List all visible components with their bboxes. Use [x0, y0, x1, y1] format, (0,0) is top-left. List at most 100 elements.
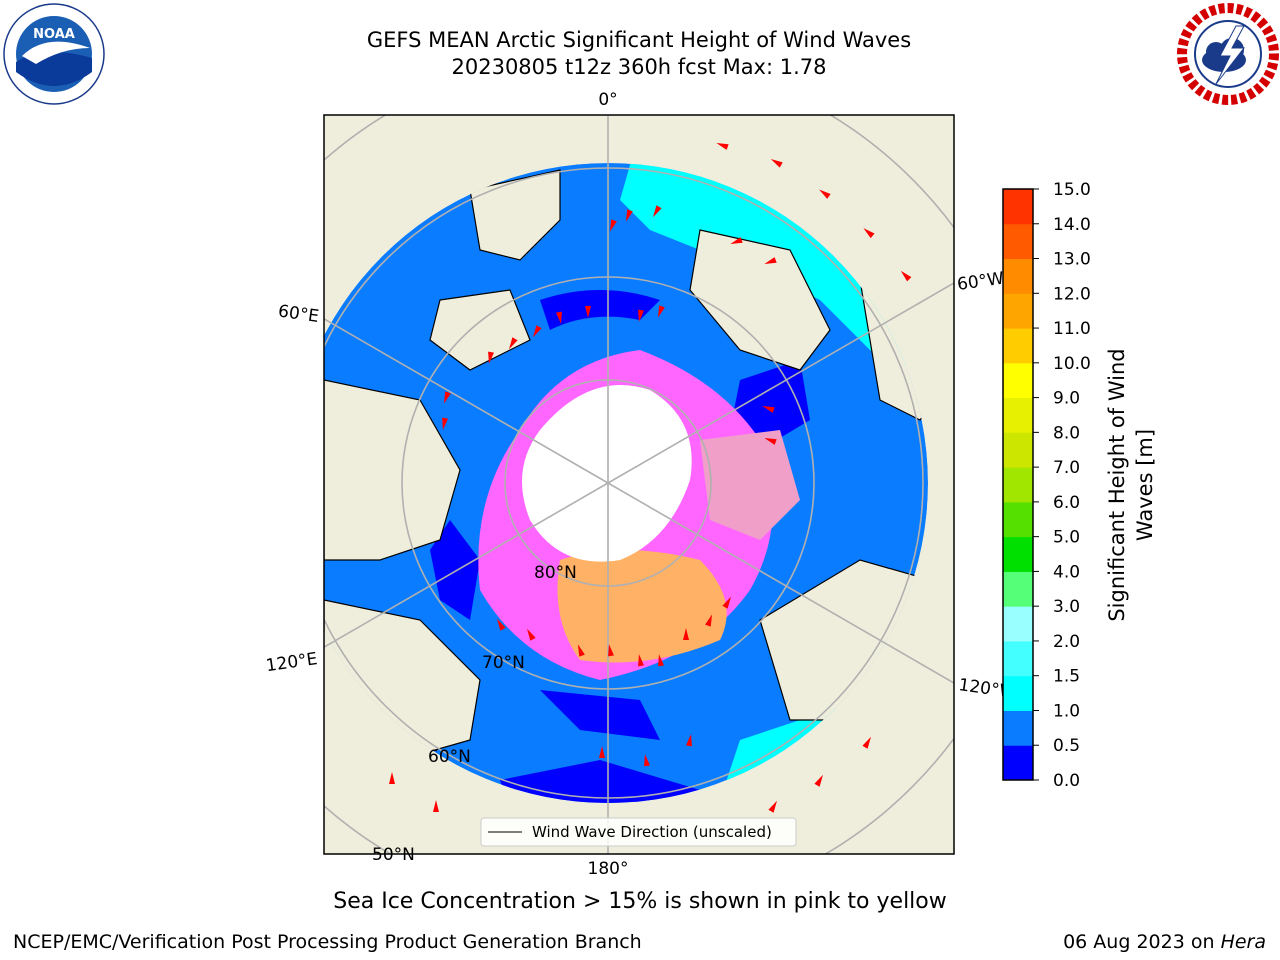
colorbar-tick-label: 15.0 [1053, 180, 1091, 200]
wave-direction-arrow [527, 628, 536, 641]
lat-label-80n: 80°N [534, 563, 577, 583]
colorbar-tick-label: 1.0 [1053, 701, 1080, 721]
caption: Sea Ice Concentration > 15% is shown in … [333, 889, 947, 914]
colorbar-segment [1003, 293, 1033, 329]
wave-direction-arrow [533, 325, 542, 338]
wave-direction-arrow [488, 351, 494, 364]
wave-direction-arrow [863, 228, 875, 239]
lon-label-0: 0° [598, 90, 617, 110]
colorbar-label-line2: Waves [m] [1133, 429, 1157, 541]
graticule [324, 115, 954, 854]
wave-direction-arrow [762, 405, 775, 413]
colorbar-segment [1003, 675, 1033, 711]
colorbar-tick-label: 11.0 [1053, 319, 1091, 339]
wave-direction-arrow [764, 437, 777, 445]
wave-direction-arrow [497, 618, 506, 631]
colorbar: 0.0 0.5 1.0 1.5 2.0 3.0 4.0 5.0 6.0 7.0 8.0 9.0 10.0… [1002, 180, 1091, 791]
colorbar-frame [1002, 188, 1034, 781]
lat-label-70n: 70°N [482, 653, 525, 673]
wave-direction-arrow [609, 219, 617, 232]
map-frame [323, 114, 955, 855]
lon-label-60e: 60°E [277, 301, 320, 326]
colorbar-segment [1003, 189, 1033, 225]
colorbar-tick-label: 14.0 [1053, 215, 1091, 235]
colorbar-tick-label: 5.0 [1053, 528, 1080, 548]
colorbar-segment [1003, 223, 1033, 260]
footer-date: 06 Aug 2023 on [1063, 931, 1221, 953]
wave-direction-arrow [722, 596, 731, 609]
colorbar-tick-label: 9.0 [1053, 389, 1080, 409]
footer-machine: Hera [1220, 931, 1266, 953]
colorbar-tick-label: 13.0 [1053, 250, 1091, 270]
wave-direction-arrow [599, 746, 605, 758]
colorbar-segment [1003, 745, 1033, 781]
lon-label-180: 180° [588, 859, 629, 879]
wave-direction-arrow [644, 754, 650, 767]
colorbar-tick-label: 1.5 [1053, 667, 1080, 687]
colorbar-tick-label: 4.0 [1053, 562, 1080, 582]
wave-direction-arrow [768, 800, 777, 813]
wave-direction-arrow [730, 237, 743, 245]
colorbar-segment [1003, 606, 1033, 642]
colorbar-tick-label: 3.0 [1053, 597, 1080, 617]
wind-wave-arrows [389, 142, 912, 813]
colorbar-segment [1003, 640, 1033, 677]
legend-text: Wind Wave Direction (unscaled) [532, 823, 772, 841]
wave-direction-arrow [625, 209, 633, 222]
colorbar-segment [1003, 501, 1033, 538]
wave-direction-arrow [433, 800, 439, 812]
wave-direction-arrow [389, 772, 395, 784]
wave-direction-arrow [657, 305, 665, 318]
colorbar-tick-label: 8.0 [1053, 423, 1080, 443]
colorbar-segment [1003, 397, 1033, 433]
colorbar-label-line1: Significant Height of Wind [1105, 348, 1129, 621]
wave-direction-arrow [705, 614, 713, 627]
footer-left: NCEP/EMC/Verification Post Processing Pr… [13, 931, 642, 953]
footer-right: 06 Aug 2023 on Hera [1063, 931, 1266, 953]
wave-direction-arrow [686, 734, 692, 747]
svg-text:NOAA: NOAA [33, 27, 75, 42]
wave-direction-arrow [764, 257, 777, 265]
wave-direction-arrow [638, 309, 644, 322]
wave-direction-arrow [443, 391, 451, 404]
wave-direction-arrow [638, 654, 644, 667]
map-legend: Wind Wave Direction (unscaled) [480, 817, 797, 847]
colorbar-segment [1003, 362, 1033, 399]
colorbar-segment [1003, 710, 1033, 746]
nws-logo [1177, 3, 1279, 105]
colorbar-segment [1003, 467, 1033, 503]
wave-direction-arrow [653, 205, 662, 218]
wave-direction-arrow [683, 628, 689, 640]
colorbar-tick-label: 12.0 [1053, 284, 1091, 304]
noaa-logo: NOAA [3, 3, 105, 105]
colorbar-tick-label: 2.0 [1053, 632, 1080, 652]
chart-subtitle: 20230805 t12z 360h fcst Max: 1.78 [451, 55, 827, 79]
wave-direction-arrow [556, 311, 562, 324]
lat-label-60n: 60°N [428, 747, 471, 767]
wave-direction-arrow [608, 644, 614, 657]
wave-direction-arrow [819, 189, 831, 199]
wave-direction-arrow [900, 270, 912, 282]
wave-direction-arrow [862, 736, 871, 749]
colorbar-segment [1003, 536, 1033, 572]
colorbar-segment [1003, 571, 1033, 607]
wave-direction-arrow [814, 774, 823, 787]
colorbar-tick-label: 6.0 [1053, 493, 1080, 513]
lon-label-120e: 120°E [265, 649, 319, 676]
lon-label-60w: 60°W [956, 269, 1005, 295]
colorbar-segment [1003, 258, 1033, 294]
wave-direction-arrow [577, 644, 585, 657]
lat-label-50n: 50°N [372, 845, 415, 865]
wave-direction-arrow [509, 337, 518, 350]
colorbar-segment [1003, 432, 1033, 468]
wave-direction-arrow [770, 159, 783, 168]
wave-direction-arrow [716, 142, 729, 150]
wave-direction-arrow [658, 654, 664, 667]
wave-direction-arrow [442, 417, 448, 430]
wave-direction-arrow [585, 306, 591, 318]
chart-title: GEFS MEAN Arctic Significant Height of W… [366, 28, 912, 52]
colorbar-segment [1003, 328, 1033, 364]
colorbar-tick-label: 0.5 [1053, 736, 1080, 756]
colorbar-tick-label: 7.0 [1053, 458, 1080, 478]
